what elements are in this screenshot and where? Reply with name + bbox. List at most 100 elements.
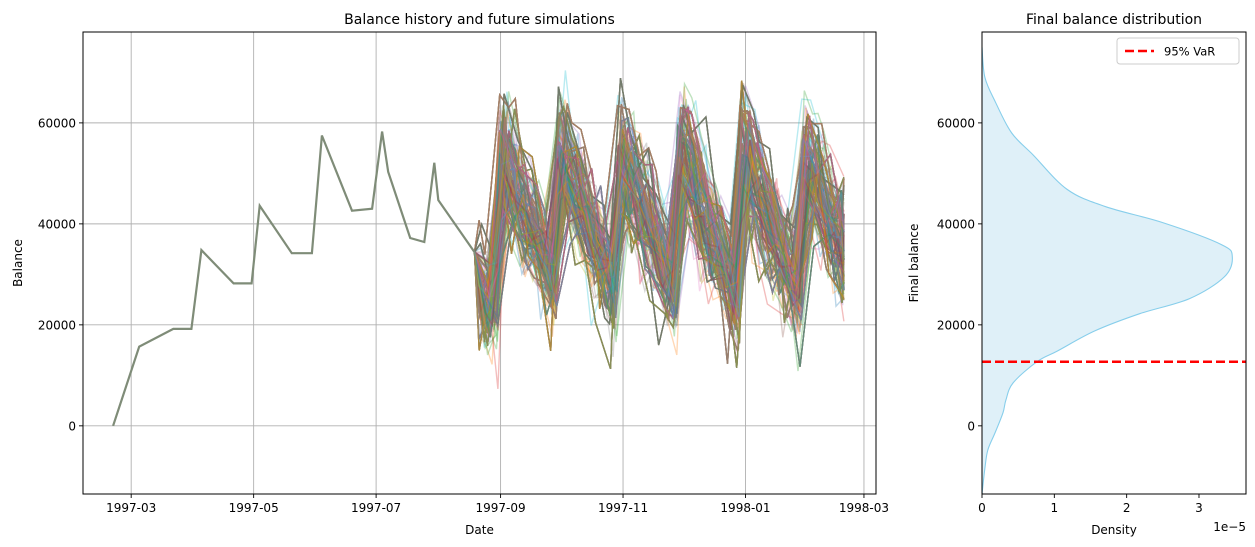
left-x-axis-label: Date	[465, 523, 494, 537]
simulation-path	[473, 132, 845, 322]
simulation-path	[473, 80, 845, 303]
simulation-path	[473, 173, 845, 331]
simulation-path	[473, 109, 845, 308]
simulation-path	[473, 132, 845, 322]
simulation-path	[473, 176, 845, 337]
simulation-path	[473, 156, 845, 346]
simulation-path	[473, 127, 845, 310]
simulation-path	[473, 138, 845, 328]
simulation-path	[473, 78, 845, 269]
simulation-path	[473, 145, 845, 351]
simulation-path	[473, 109, 845, 308]
simulation-path	[473, 104, 845, 298]
simulation-path	[473, 116, 845, 305]
simulation-path	[473, 116, 845, 305]
density-tick-label: 3	[1195, 501, 1203, 515]
simulation-path	[473, 108, 845, 305]
simulation-path	[473, 119, 845, 339]
simulation-path	[474, 139, 845, 331]
simulation-path	[474, 98, 845, 290]
simulation-path	[473, 145, 844, 340]
simulation-path	[473, 93, 845, 257]
simulation-path	[473, 108, 845, 305]
simulation-path	[473, 153, 845, 320]
simulation-path	[473, 106, 845, 320]
simulation-path	[473, 147, 845, 326]
simulation-path	[473, 132, 845, 322]
simulation-path	[473, 78, 845, 269]
simulation-path	[473, 173, 845, 331]
simulation-path	[473, 117, 845, 364]
simulation-path	[473, 141, 845, 316]
simulation-path	[473, 165, 845, 344]
simulation-path	[474, 111, 845, 299]
simulation-path	[473, 109, 845, 308]
simulation-path	[473, 80, 845, 303]
simulation-path	[473, 109, 845, 297]
simulation-path	[473, 78, 845, 269]
simulation-path	[473, 134, 845, 300]
simulation-path	[473, 109, 845, 308]
simulation-path	[473, 93, 845, 257]
simulation-path	[474, 139, 845, 331]
simulation-path	[473, 101, 845, 301]
simulation-path	[473, 163, 845, 367]
simulation-path	[473, 173, 845, 321]
simulation-path	[473, 160, 845, 351]
simulation-path	[473, 132, 845, 322]
simulation-path	[473, 97, 845, 321]
simulation-path	[473, 104, 845, 343]
x-tick-label: 1998-03	[839, 501, 889, 515]
simulation-path	[473, 153, 845, 320]
simulation-path	[473, 157, 845, 327]
simulation-path	[473, 102, 844, 338]
simulation-path	[473, 104, 845, 343]
simulation-path	[473, 86, 845, 286]
simulation-path	[473, 123, 845, 319]
simulation-path	[473, 136, 845, 322]
simulation-path	[473, 117, 845, 364]
simulation-path	[473, 116, 845, 305]
simulation-path	[473, 173, 845, 321]
simulation-path	[473, 176, 845, 337]
simulation-path	[473, 176, 845, 337]
simulation-path	[473, 165, 845, 344]
simulation-path	[473, 117, 845, 364]
simulation-path	[473, 176, 845, 337]
right-axes-frame	[981, 31, 1247, 495]
simulation-path	[473, 80, 845, 303]
simulation-path	[473, 160, 845, 351]
simulation-path	[473, 145, 844, 340]
simulation-path	[473, 122, 845, 324]
simulation-path	[473, 109, 845, 300]
simulation-path	[473, 155, 844, 352]
simulation-path	[473, 184, 845, 370]
simulation-path	[473, 162, 845, 314]
simulation-path	[473, 156, 845, 346]
simulation-path	[473, 184, 845, 370]
simulation-path	[473, 173, 845, 331]
simulation-path	[473, 155, 844, 352]
simulation-path	[473, 142, 845, 317]
simulation-path	[473, 128, 845, 328]
simulation-path	[473, 108, 845, 305]
simulation-path	[473, 145, 844, 340]
simulation-path	[473, 145, 845, 329]
simulation-path	[473, 165, 845, 344]
simulation-path	[473, 157, 845, 327]
simulation-path	[473, 80, 845, 303]
simulation-path	[473, 93, 845, 257]
simulation-path	[473, 173, 845, 331]
simulation-path	[473, 153, 845, 320]
simulation-path	[473, 106, 845, 320]
simulation-path	[473, 104, 845, 298]
simulation-path	[473, 86, 845, 286]
simulation-path	[473, 108, 845, 305]
simulation-path	[473, 104, 845, 343]
simulation-path	[473, 173, 845, 321]
simulation-path	[473, 128, 845, 328]
simulation-path	[474, 139, 845, 331]
x-tick-label: 1997-11	[598, 501, 648, 515]
simulation-path	[473, 104, 845, 298]
simulation-path	[473, 157, 845, 327]
